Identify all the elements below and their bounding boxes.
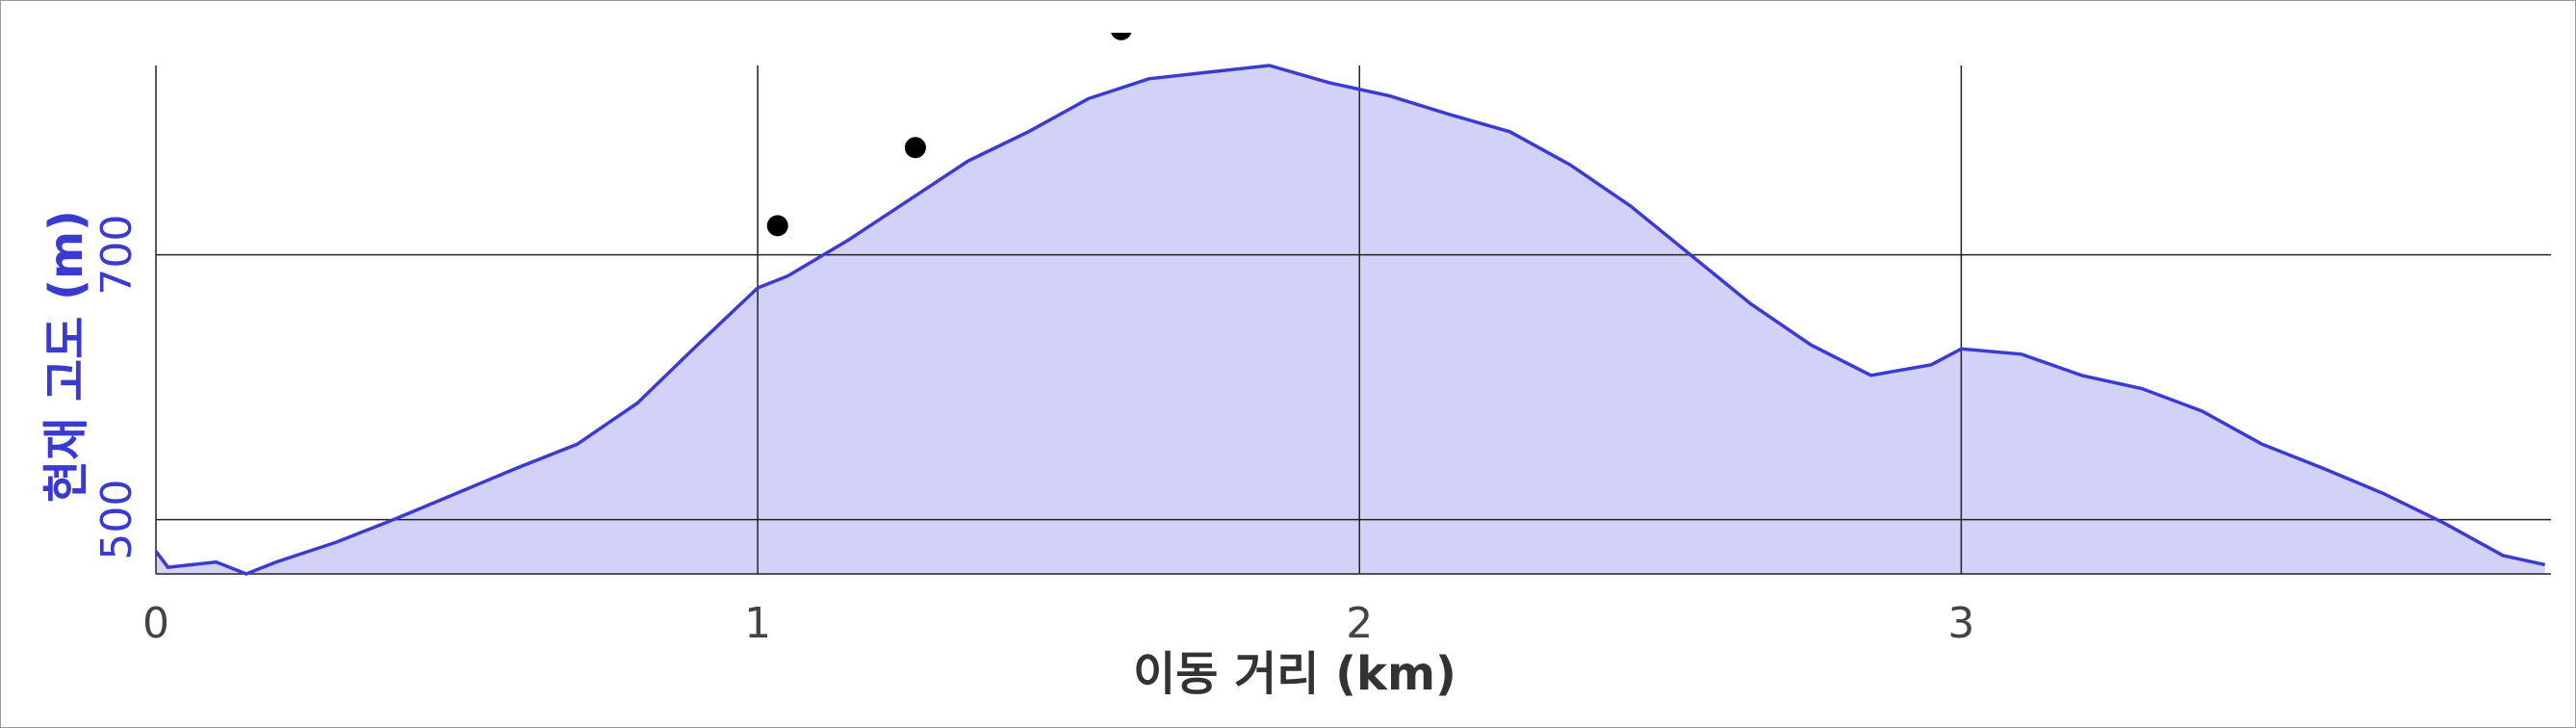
- x-tick-label: 0: [142, 599, 169, 648]
- marker-point: [766, 215, 788, 237]
- x-axis-title: 이동 거리 (km): [1133, 647, 1456, 701]
- x-tick-label: 2: [1346, 599, 1373, 648]
- y-axis-title: 현재 고도 (m): [39, 210, 93, 503]
- marker-point: [1111, 33, 1132, 40]
- elevation-line: [154, 64, 2546, 576]
- y-tick-label: 700: [92, 215, 142, 296]
- marker-point: [904, 137, 926, 159]
- plot-area: [154, 33, 2551, 576]
- x-tick-label: 1: [744, 599, 771, 648]
- y-tick-label: 500: [92, 480, 142, 560]
- area-fill: [156, 65, 2545, 574]
- x-tick-label: 3: [1947, 599, 1974, 648]
